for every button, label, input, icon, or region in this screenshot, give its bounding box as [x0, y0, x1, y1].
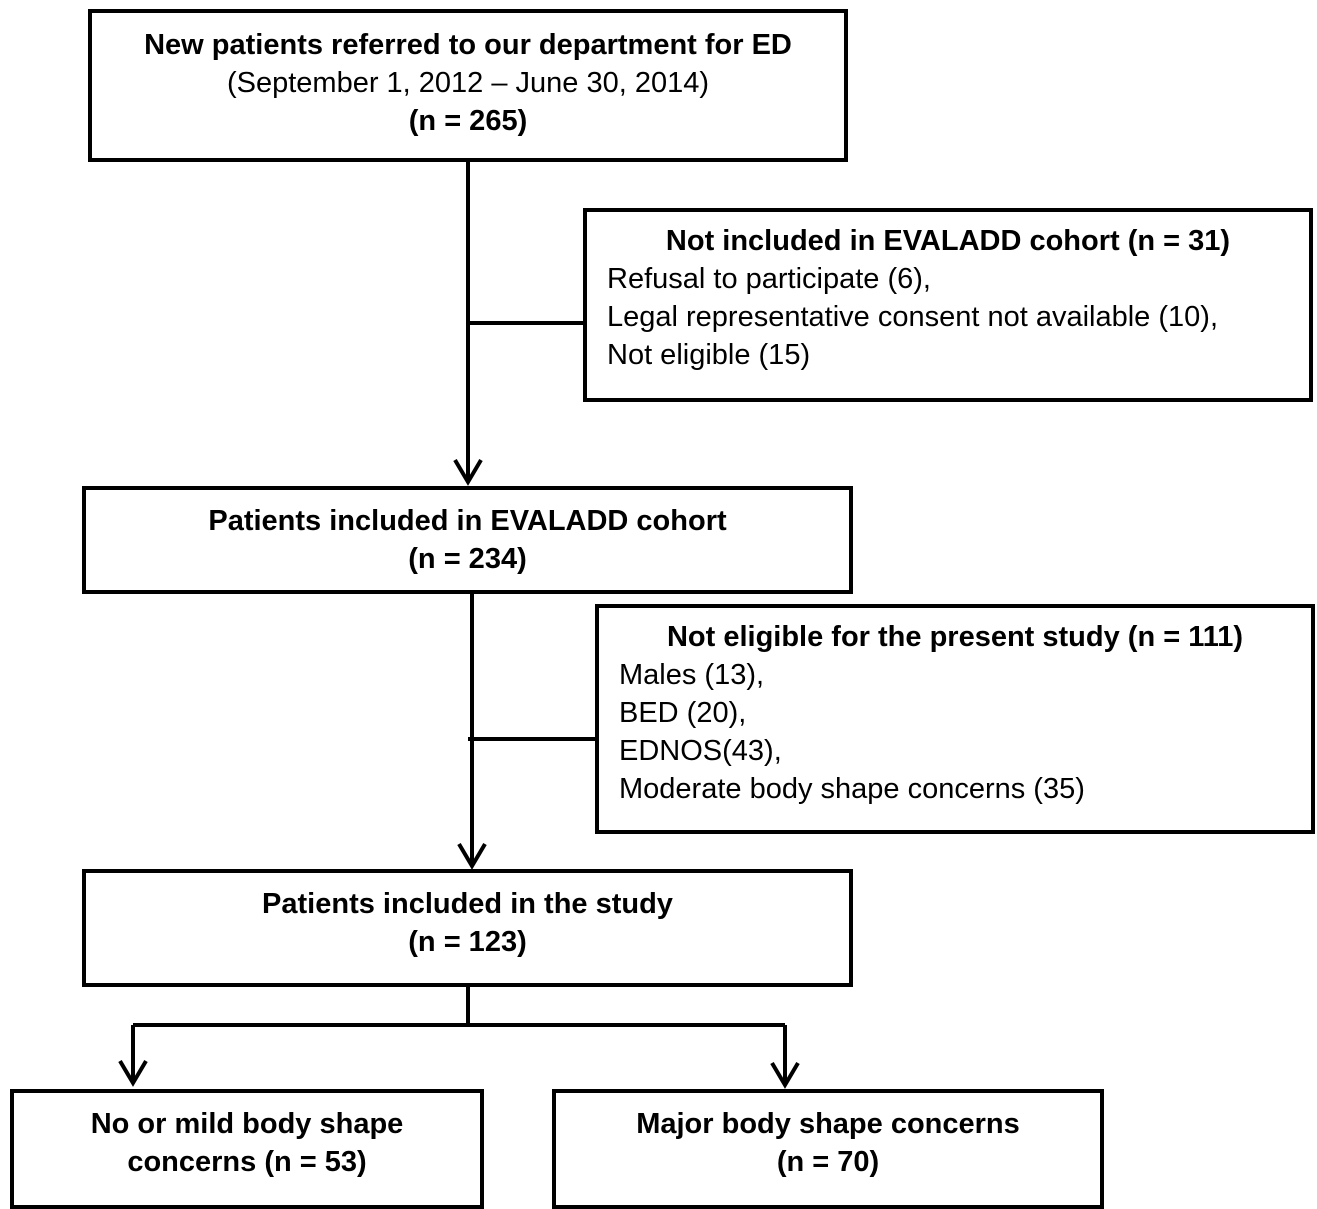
major-group-box: Major body shape concerns (n = 70)	[552, 1089, 1104, 1209]
excluded-cohort-reason: Not eligible (15)	[607, 339, 811, 371]
excluded-study-reason: EDNOS(43),	[619, 735, 782, 767]
referred-box: New patients referred to our department …	[88, 9, 848, 162]
excluded-cohort-reason: Refusal to participate (6),	[607, 263, 931, 295]
referred-period: (September 1, 2012 – June 30, 2014)	[226, 67, 710, 99]
cohort-box: Patients included in EVALADD cohort (n =…	[82, 486, 853, 594]
excluded-cohort-reason: Legal representative consent not availab…	[607, 301, 1218, 333]
arrowhead-cohort	[453, 458, 483, 486]
study-box: Patients included in the study (n = 123)	[82, 869, 853, 987]
excluded-study-reason: BED (20),	[619, 697, 747, 729]
major-group-count: (n = 70)	[776, 1146, 880, 1178]
study-count: (n = 123)	[408, 926, 527, 958]
referred-title: New patients referred to our department …	[144, 29, 792, 61]
cohort-count: (n = 234)	[408, 543, 527, 575]
major-group-title: Major body shape concerns	[636, 1108, 1020, 1140]
arrowhead-study	[457, 842, 487, 870]
excluded-study-box: Not eligible for the present study (n = …	[595, 604, 1315, 834]
excluded-study-reason: Moderate body shape concerns (35)	[619, 773, 1085, 805]
mild-group-title: No or mild body shape	[90, 1108, 404, 1140]
arrowhead-mild	[118, 1059, 148, 1087]
excluded-study-title: Not eligible for the present study (n = …	[666, 621, 1244, 653]
referred-count: (n = 265)	[408, 105, 528, 137]
mild-group-count: concerns (n = 53)	[127, 1146, 367, 1178]
excluded-study-reason: Males (13),	[619, 659, 765, 691]
cohort-title: Patients included in EVALADD cohort	[208, 505, 727, 537]
mild-group-box: No or mild body shape concerns (n = 53)	[10, 1089, 484, 1209]
excluded-cohort-box: Not included in EVALADD cohort (n = 31) …	[583, 208, 1313, 402]
arrowhead-major	[770, 1061, 800, 1089]
study-title: Patients included in the study	[262, 888, 673, 920]
excluded-cohort-title: Not included in EVALADD cohort (n = 31)	[665, 225, 1231, 257]
